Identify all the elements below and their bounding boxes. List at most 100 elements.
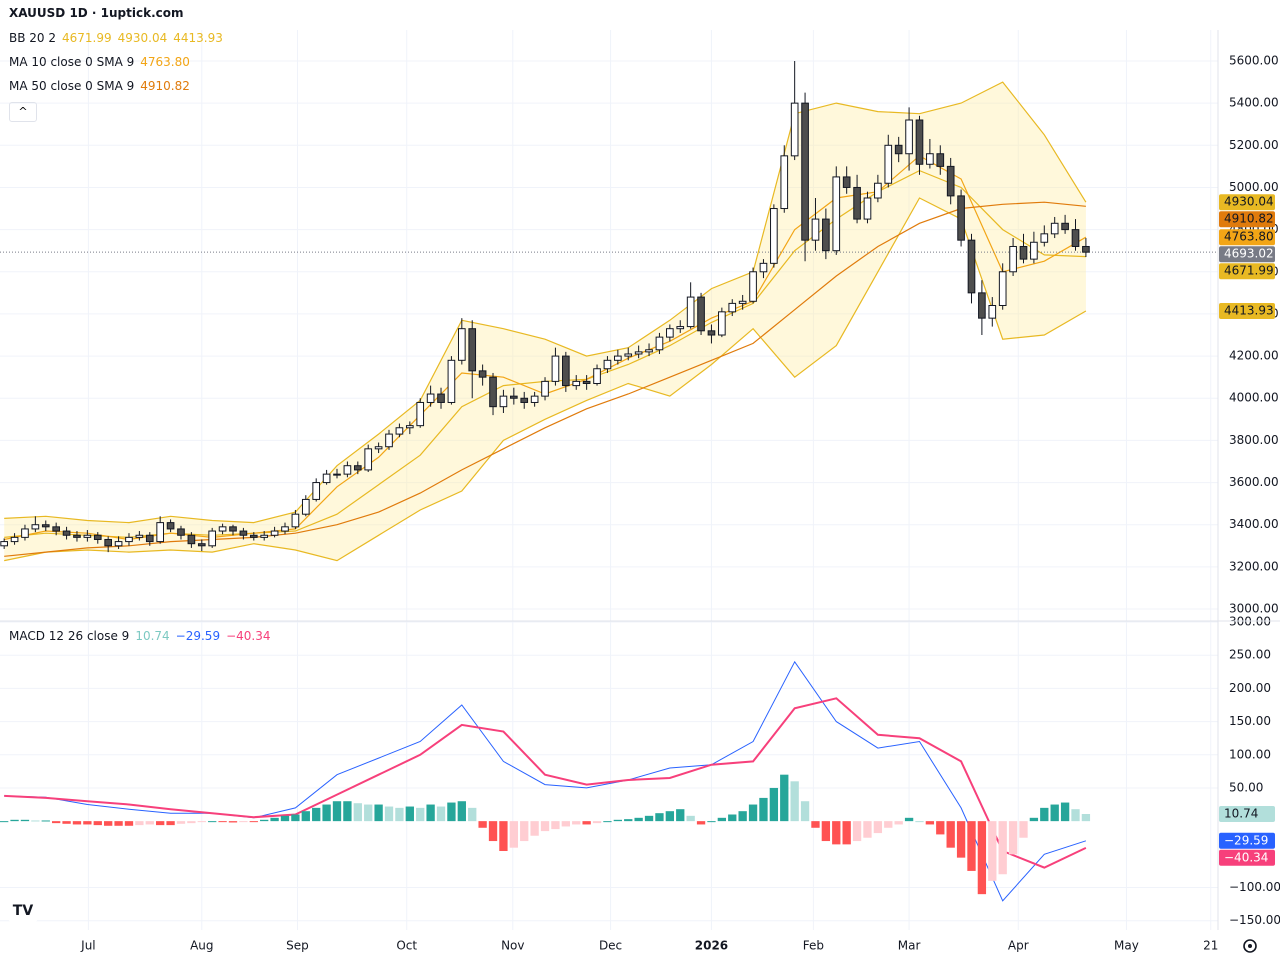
candle-body <box>655 336 664 351</box>
histogram-bar <box>530 821 539 836</box>
candle-body <box>509 395 518 399</box>
histogram-bar <box>260 819 269 822</box>
histogram-bar <box>1050 804 1059 822</box>
x-tick-label: Nov <box>501 939 524 953</box>
histogram-bar <box>31 820 40 822</box>
x-tick-label: 2026 <box>695 939 728 953</box>
y-tick-label: 5600.00 <box>1229 53 1279 67</box>
histogram-bar <box>353 803 362 822</box>
candle-body <box>884 144 893 184</box>
symbol-title: XAUUSD 1D · 1uptick.com <box>9 6 184 20</box>
candle-body <box>1009 245 1017 273</box>
candle-body <box>125 536 133 543</box>
logo[interactable]: TV <box>8 898 38 922</box>
histogram-bar <box>509 821 518 848</box>
candle-body <box>614 355 622 361</box>
candle-body <box>832 176 841 252</box>
histogram-bar <box>156 821 165 826</box>
candle-body <box>218 526 227 532</box>
settings-button[interactable] <box>1243 939 1257 953</box>
price-tag: 4763.80 <box>1224 230 1274 244</box>
histogram-bar <box>457 801 466 822</box>
candle-body <box>770 208 778 264</box>
candle-body <box>697 296 705 332</box>
macd-line <box>4 697 1087 869</box>
candle-body <box>478 370 487 378</box>
macd-line <box>4 660 1087 902</box>
x-tick-label: Dec <box>599 939 622 953</box>
histogram-bar <box>364 804 373 822</box>
legend-row[interactable]: BB 20 2 4671.99 4930.04 4413.93 <box>9 31 223 45</box>
collapse-legend-button[interactable]: ^ <box>9 102 37 122</box>
histogram-bar <box>1029 817 1039 822</box>
histogram-bar <box>832 821 841 845</box>
histogram-bar <box>301 811 310 822</box>
x-tick-label: Mar <box>898 939 921 953</box>
price-tag: 10.74 <box>1224 807 1258 821</box>
legend-name: MA 10 close 0 SMA 9 <box>9 55 135 69</box>
histogram-bar <box>676 809 685 822</box>
histogram-bar <box>624 819 633 822</box>
legend-row[interactable]: MA 10 close 0 SMA 9 4763.80 <box>9 55 190 69</box>
y-tick-label: 100.00 <box>1229 747 1271 761</box>
candle-body <box>208 530 217 547</box>
histogram-bar <box>936 821 945 835</box>
histogram-bar <box>72 821 82 825</box>
histogram-bar <box>592 821 602 824</box>
legend-row[interactable]: MACD 12 26 close 9 10.74 −29.59 −40.34 <box>9 629 271 643</box>
histogram-bar <box>1040 807 1049 822</box>
histogram-bar <box>270 817 279 822</box>
candle-body <box>530 395 539 403</box>
price-tag-bg <box>1219 849 1275 866</box>
histogram-bar <box>925 821 935 825</box>
candle-body <box>1071 229 1080 247</box>
price-tag: 4930.04 <box>1224 195 1274 209</box>
y-tick-label: 3000.00 <box>1229 602 1279 616</box>
histogram-bar <box>166 821 175 826</box>
histogram-bar <box>998 821 1007 875</box>
candle-body <box>52 526 60 532</box>
y-tick-label: −100.00 <box>1229 880 1280 894</box>
price-tag: −40.34 <box>1224 850 1268 864</box>
candle-body <box>10 536 19 543</box>
histogram-bar <box>520 821 529 842</box>
candle-body <box>312 482 321 500</box>
candle-body <box>166 522 175 530</box>
histogram-bar <box>124 821 134 826</box>
histogram-bar <box>0 821 9 823</box>
candle-body <box>624 353 633 357</box>
candle-body <box>104 538 113 547</box>
candle-body <box>499 395 508 408</box>
legend-value: 4413.93 <box>173 31 223 45</box>
legend-value: 4930.04 <box>117 31 168 45</box>
candle-body <box>686 296 695 328</box>
candle-body <box>894 144 903 155</box>
histogram-bar <box>842 821 851 845</box>
y-tick-label: 3400.00 <box>1229 517 1279 531</box>
candle-body <box>0 541 8 547</box>
y-tick-label: 3200.00 <box>1229 559 1279 573</box>
y-tick-label: −150.00 <box>1229 913 1280 927</box>
candle-body <box>562 355 570 387</box>
price-tag-bg <box>1219 246 1275 263</box>
candle-body <box>426 393 435 403</box>
histogram-bar <box>280 815 290 822</box>
legend-value: −29.59 <box>175 629 221 643</box>
legend-value: 4910.82 <box>140 79 190 93</box>
candle-body <box>333 473 341 476</box>
histogram-bar <box>873 821 883 834</box>
candle-body <box>541 380 549 397</box>
histogram-bar <box>312 807 321 822</box>
candle-body <box>811 218 820 241</box>
price-tag: 4671.99 <box>1224 264 1274 278</box>
histogram-bar <box>176 821 186 824</box>
histogram-bar <box>852 821 862 842</box>
y-tick-label: 200.00 <box>1229 681 1271 695</box>
legend-row[interactable]: MA 50 close 0 SMA 9 4910.82 <box>9 79 190 93</box>
histogram-bar <box>374 804 383 822</box>
price-tag: 4413.93 <box>1224 303 1274 317</box>
candle-body <box>93 534 102 540</box>
candle-body <box>343 465 352 475</box>
candle-body <box>978 292 986 319</box>
